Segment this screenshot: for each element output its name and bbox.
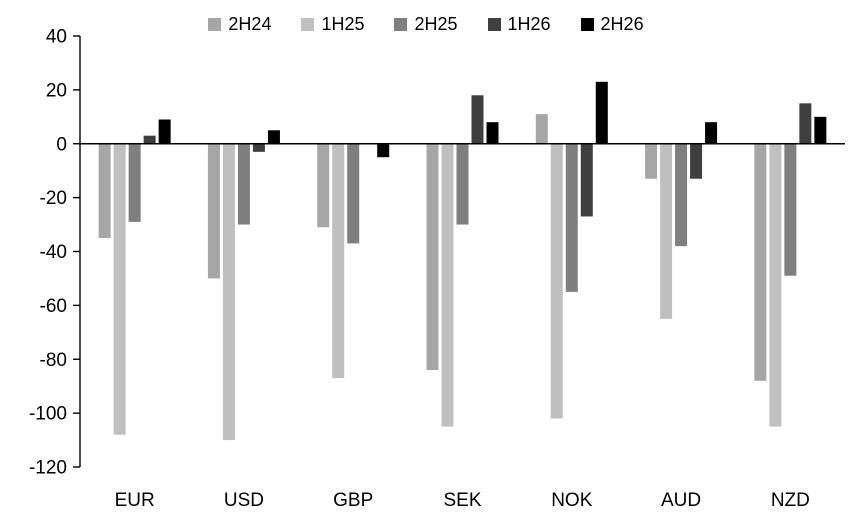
- bar-NZD-2H25: [784, 143, 797, 276]
- bar-EUR-1H26: [143, 135, 156, 144]
- bar-EUR-1H25: [113, 143, 126, 435]
- legend-swatch-icon: [394, 18, 408, 31]
- bar-EUR-2H25: [128, 143, 141, 222]
- bar-AUD-2H26: [705, 122, 718, 144]
- legend: 2H24 1H25 2H25 1H26 2H26: [0, 14, 852, 35]
- legend-item-2H24: 2H24: [208, 14, 271, 35]
- bar-USD-2H26: [267, 130, 280, 144]
- legend-item-2H26: 2H26: [580, 14, 644, 35]
- legend-label: 1H26: [507, 14, 551, 34]
- bar-NZD-1H26: [799, 103, 812, 144]
- y-tick-label: -20: [40, 188, 67, 209]
- y-tick-label: -80: [40, 350, 67, 371]
- legend-label: 1H25: [321, 14, 365, 34]
- bar-SEK-1H26: [471, 95, 484, 144]
- x-category-label: USD: [224, 490, 264, 511]
- bar-EUR-2H26: [158, 119, 171, 144]
- bar-NOK-2H24: [535, 114, 548, 144]
- bar-USD-2H25: [237, 143, 250, 225]
- legend-label: 2H25: [414, 14, 458, 34]
- y-tick-label: -120: [29, 458, 67, 479]
- y-tick-label: 0: [56, 134, 67, 155]
- bar-USD-1H25: [222, 143, 235, 441]
- x-category-label: NZD: [771, 490, 810, 511]
- y-tick-label: -100: [29, 404, 67, 425]
- y-tick-label: 20: [46, 80, 67, 101]
- y-tick-label: -40: [40, 242, 67, 263]
- bar-NOK-2H26: [595, 81, 608, 144]
- x-category-label: SEK: [443, 490, 481, 511]
- y-tick-label: -60: [40, 296, 67, 317]
- bar-NOK-1H25: [550, 143, 563, 419]
- legend-swatch-icon: [580, 18, 594, 31]
- bar-EUR-2H24: [98, 143, 111, 239]
- bar-NOK-2H25: [565, 143, 578, 292]
- legend-swatch-icon: [208, 18, 222, 31]
- bar-USD-2H24: [207, 143, 220, 279]
- bar-GBP-2H26: [377, 143, 390, 158]
- bar-USD-1H26: [252, 143, 265, 152]
- bar-NZD-1H25: [769, 143, 782, 427]
- bar-SEK-2H26: [486, 122, 499, 144]
- x-category-label: EUR: [115, 490, 155, 511]
- bar-NZD-2H26: [814, 116, 827, 144]
- bar-SEK-2H24: [426, 143, 439, 371]
- bar-GBP-1H25: [332, 143, 345, 379]
- bar-SEK-1H25: [441, 143, 454, 427]
- legend-label: 2H26: [600, 14, 644, 34]
- bar-AUD-1H26: [690, 143, 703, 179]
- legend-item-1H26: 1H26: [487, 14, 551, 35]
- legend-label: 2H24: [228, 14, 272, 34]
- bar-GBP-2H24: [317, 143, 330, 228]
- legend-item-2H25: 2H25: [394, 14, 458, 35]
- x-category-label: AUD: [661, 490, 701, 511]
- y-tick-label: 40: [46, 27, 67, 48]
- bar-NOK-1H26: [580, 143, 593, 217]
- bar-GBP-2H25: [347, 143, 360, 244]
- legend-swatch-icon: [487, 18, 501, 31]
- bar-AUD-1H25: [660, 143, 673, 319]
- bar-AUD-2H25: [675, 143, 688, 247]
- bar-NZD-2H24: [754, 143, 767, 381]
- bar-AUD-2H24: [645, 143, 658, 179]
- legend-item-1H25: 1H25: [301, 14, 364, 35]
- legend-swatch-icon: [301, 18, 315, 31]
- bar-SEK-2H25: [456, 143, 469, 225]
- x-category-label: NOK: [551, 490, 593, 511]
- x-category-label: GBP: [333, 490, 373, 511]
